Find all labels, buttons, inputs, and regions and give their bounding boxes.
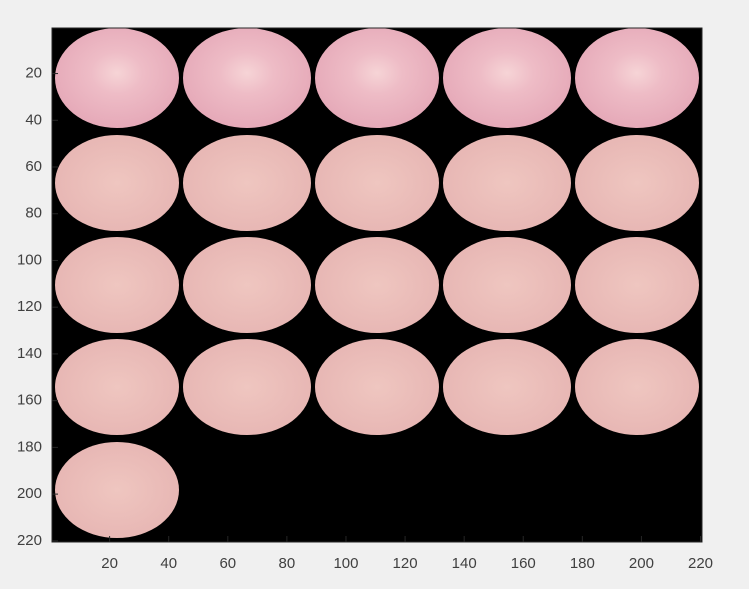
y-tick-label: 160 — [17, 392, 42, 409]
x-tick-label: 80 — [279, 555, 296, 572]
cell — [443, 135, 571, 231]
cell — [575, 28, 699, 128]
y-tick-label: 20 — [25, 65, 42, 82]
x-tick-label: 60 — [219, 555, 236, 572]
x-tick-label: 100 — [333, 555, 358, 572]
y-tick-label: 200 — [17, 485, 42, 502]
axes-box — [51, 27, 703, 543]
cell — [55, 339, 179, 435]
x-tick-label: 120 — [393, 555, 418, 572]
cell — [315, 135, 439, 231]
cell — [315, 28, 439, 128]
cell — [315, 237, 439, 333]
cell — [183, 28, 311, 128]
cell — [575, 135, 699, 231]
y-tick-label: 220 — [17, 532, 42, 549]
y-tick-label: 140 — [17, 345, 42, 362]
x-tick-label: 200 — [629, 555, 654, 572]
y-tick-label: 60 — [25, 158, 42, 175]
x-tick-label: 220 — [688, 555, 713, 572]
image-content — [55, 28, 699, 538]
cell — [183, 237, 311, 333]
x-tick-label: 140 — [452, 555, 477, 572]
cell — [443, 28, 571, 128]
y-tick-label: 100 — [17, 251, 42, 268]
cell — [575, 339, 699, 435]
axes: 20 40 60 80 100 120 140 160 180 200 220 20 40 60 80 100… — [17, 27, 713, 572]
cell — [55, 237, 179, 333]
x-tick-label: 20 — [101, 555, 118, 572]
cell — [575, 237, 699, 333]
y-tick-label: 120 — [17, 298, 42, 315]
cell — [55, 442, 179, 538]
x-tick-label: 160 — [511, 555, 536, 572]
cell — [315, 339, 439, 435]
y-tick-label: 80 — [25, 205, 42, 222]
y-tick-label: 180 — [17, 438, 42, 455]
cell — [183, 135, 311, 231]
cell — [55, 135, 179, 231]
cell — [443, 237, 571, 333]
cell — [55, 28, 179, 128]
cell — [443, 339, 571, 435]
y-tick-label: 40 — [25, 111, 42, 128]
cell — [183, 339, 311, 435]
x-tick-label: 40 — [160, 555, 177, 572]
x-tick-label: 180 — [570, 555, 595, 572]
